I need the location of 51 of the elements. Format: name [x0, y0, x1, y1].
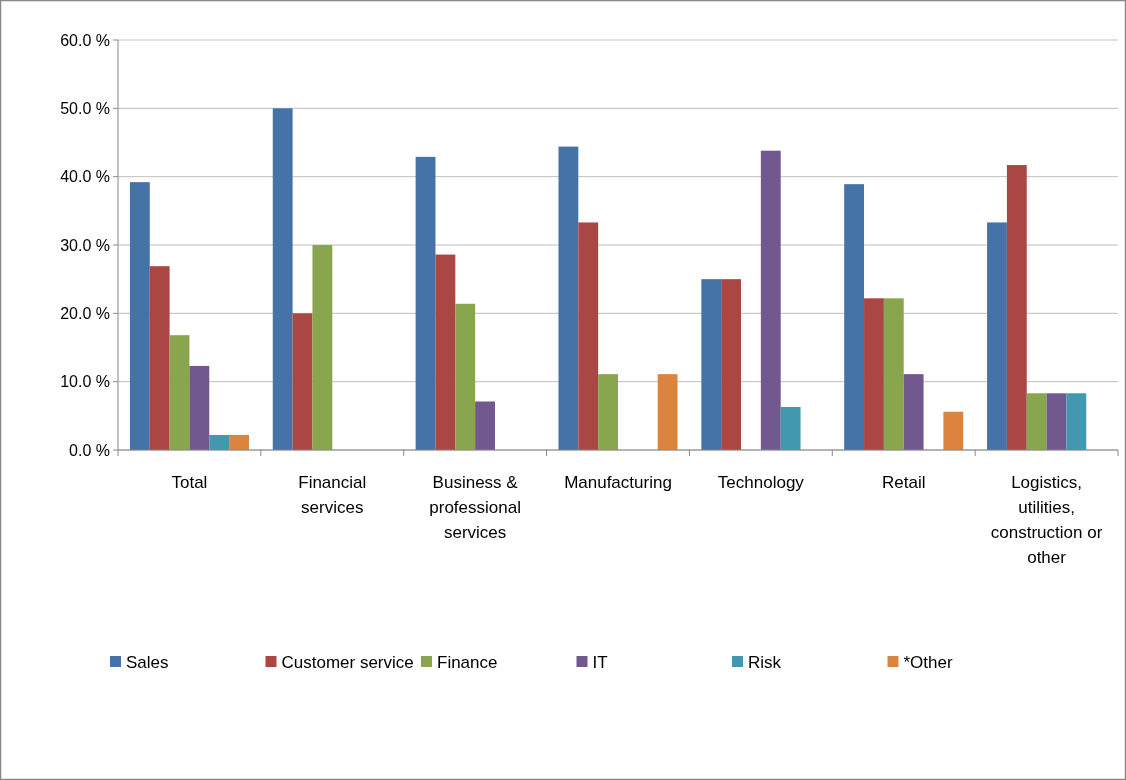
bar [169, 335, 190, 450]
bar [1026, 393, 1047, 450]
bar [701, 279, 722, 450]
bar [149, 266, 170, 450]
bar [780, 406, 801, 450]
y-tick-label: 50.0 % [60, 99, 110, 117]
x-tick-label: Logistics, utilities, construction or other [990, 473, 1103, 567]
legend-label: IT [592, 652, 608, 672]
bar [598, 374, 618, 450]
bar [864, 298, 884, 450]
bar [475, 401, 495, 450]
bar [1006, 165, 1027, 450]
bar [578, 222, 599, 450]
bar [272, 108, 293, 450]
bar [435, 254, 456, 450]
legend-label: Sales [126, 652, 169, 672]
legend-label: *Other [903, 652, 953, 672]
bar [129, 182, 150, 450]
y-tick-label: 10.0 % [60, 373, 110, 391]
bar [1066, 393, 1087, 450]
y-tick-label: 40.0 % [60, 168, 110, 186]
bar [760, 150, 781, 450]
bar [721, 279, 742, 450]
x-tick-label: Business & professional services [429, 473, 521, 542]
bar [209, 434, 230, 450]
x-tick-label: Retail [881, 473, 926, 492]
x-tick-label: Technology [717, 473, 805, 492]
y-tick-label: 30.0 % [60, 236, 110, 254]
legend-label: Finance [437, 652, 498, 672]
x-tick-label: Manufacturing [564, 473, 672, 492]
bar [844, 184, 865, 450]
bar [903, 374, 924, 450]
bar [1046, 393, 1067, 450]
legend-label: Risk [748, 652, 782, 672]
bar [987, 222, 1007, 450]
bar [883, 298, 904, 450]
bar [657, 374, 678, 450]
bar [455, 303, 476, 450]
y-tick-label: 20.0 % [60, 304, 110, 322]
y-tick-label: 60.0 % [60, 31, 110, 49]
x-tick-label: Financial services [298, 473, 367, 517]
bar [229, 434, 249, 450]
bar [415, 156, 436, 450]
bar [189, 365, 210, 450]
x-tick-label: Total [171, 473, 208, 492]
bar [943, 411, 964, 450]
y-tick-label: 0.0 % [69, 441, 110, 459]
bar [558, 146, 579, 450]
bar [292, 313, 313, 450]
bar [312, 245, 333, 450]
legend-label: Customer service [281, 652, 414, 672]
